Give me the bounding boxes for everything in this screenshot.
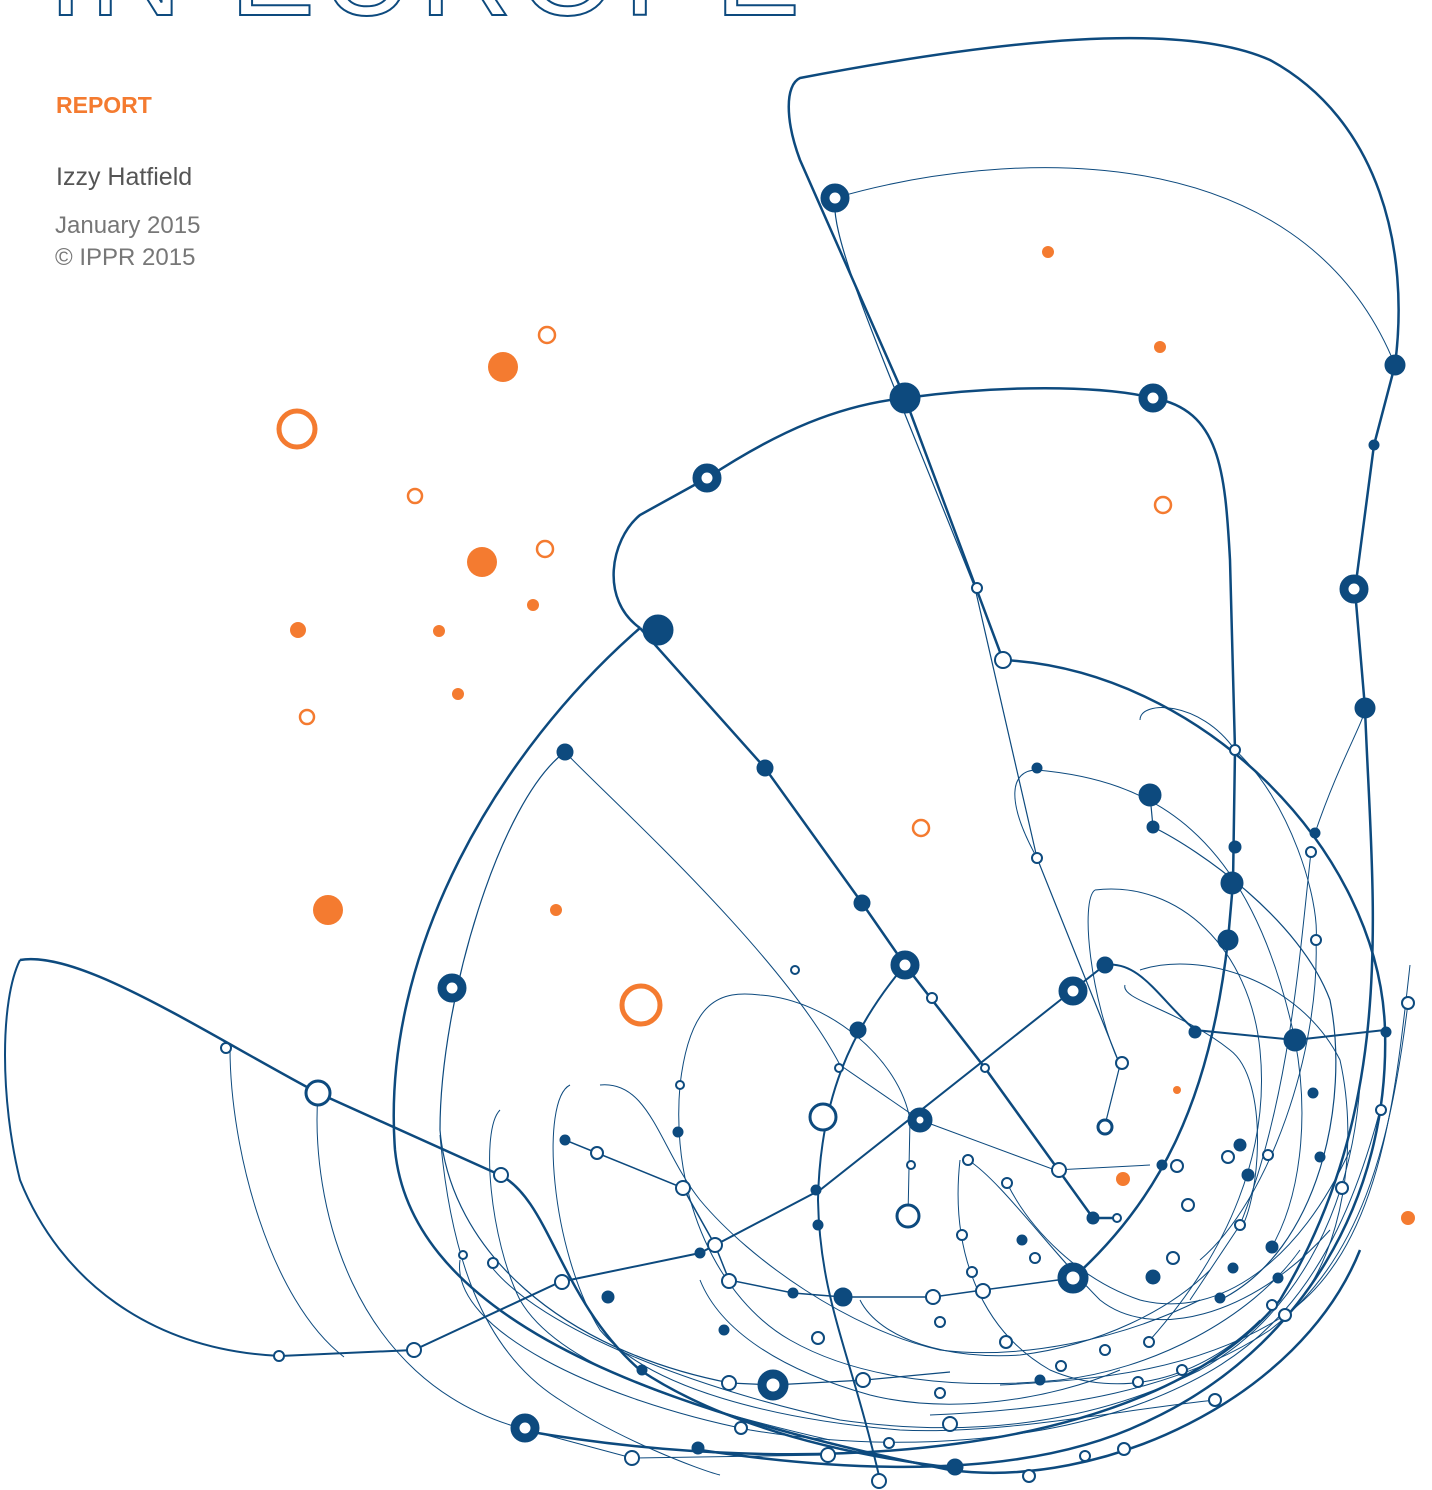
network-ring-nodes — [442, 188, 1364, 1438]
orange-dots — [290, 246, 1415, 1225]
orange-rings — [279, 327, 1171, 1024]
network-lines — [5, 38, 1410, 1480]
page: IN EUROPE REPORT Izzy Hatfield January 2… — [0, 0, 1432, 1490]
network-nodes — [557, 355, 1405, 1475]
network-illustration — [0, 0, 1432, 1490]
